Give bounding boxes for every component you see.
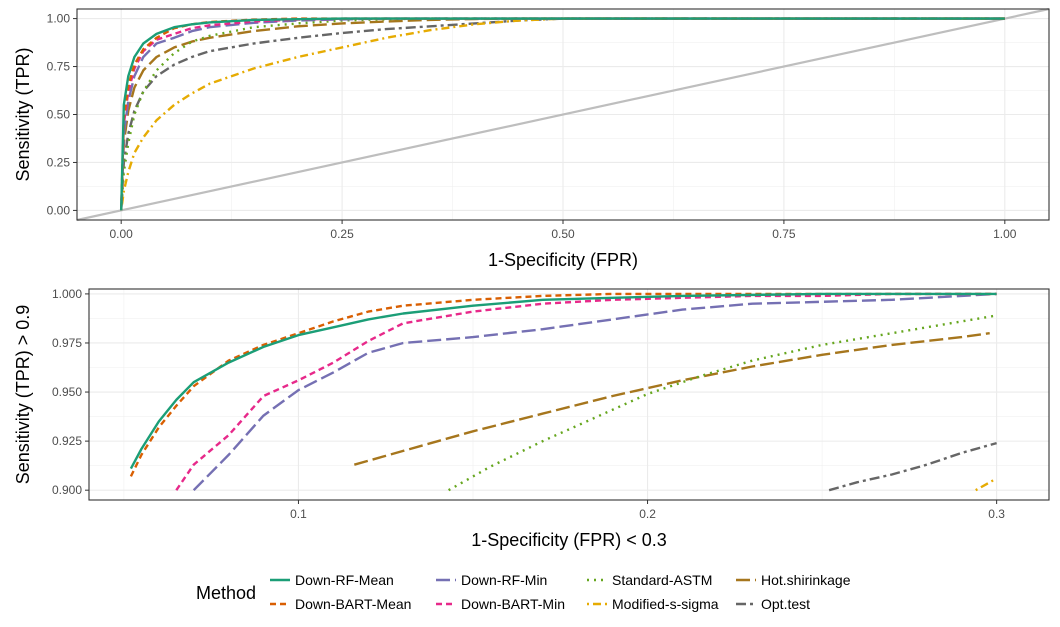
x-tick-label: 0.00 (110, 227, 134, 241)
series-line-standard-astm (120, 17, 1005, 211)
x-tick-label: 1.00 (993, 227, 1017, 241)
roc-zoom-panel-background (89, 289, 1049, 500)
y-tick-label: 0.925 (52, 434, 82, 448)
series-line-down-bart-min (175, 292, 997, 491)
y-tick-label: 0.950 (52, 385, 82, 399)
legend-items: Down-RF-Mean Down-BART-Mean Down-RF-Min Dow… (270, 572, 851, 612)
roc-zoom-series (129, 292, 998, 492)
y-tick-label: 0.975 (52, 336, 82, 350)
roc-full-panel: 0.00 0.25 0.50 0.75 1.00 0.00 0.25 0.50 0.75 1.0… (13, 7, 1050, 270)
diagonal-reference-line (76, 7, 1050, 222)
legend-item-down-rf-min: Down-RF-Min (436, 572, 547, 588)
x-tick-label: 0.50 (551, 227, 575, 241)
legend-item-opt-test: Opt.test (736, 596, 810, 612)
legend-label-standard-astm: Standard-ASTM (612, 572, 712, 588)
series-line-standard-astm (448, 314, 997, 492)
series-line-down-rf-min (192, 292, 997, 492)
legend-label-down-rf-min: Down-RF-Min (461, 572, 547, 588)
legend-item-standard-astm: Standard-ASTM (587, 572, 712, 588)
y-tick-label: 0.75 (47, 60, 71, 74)
legend-item-down-rf-mean: Down-RF-Mean (270, 572, 394, 588)
series-line-opt-test (828, 441, 997, 492)
legend-item-hot-shirinkage: Hot.shirinkage (736, 572, 851, 588)
roc-zoom-x-axis-title: 1-Specificity (FPR) < 0.3 (471, 530, 667, 550)
y-tick-label: 0.00 (47, 203, 71, 217)
legend-label-down-bart-min: Down-BART-Min (461, 596, 565, 612)
x-tick-label: 0.25 (330, 227, 354, 241)
roc-zoom-y-tick-labels: 0.900 0.925 0.950 0.975 1.000 (52, 287, 89, 497)
roc-zoom-panel: 0.1 0.2 0.3 0.900 0.925 0.950 0.975 1.000 1-Sp… (13, 287, 1050, 550)
roc-zoom-x-tick-labels: 0.1 0.2 0.3 (290, 500, 1005, 521)
legend-item-down-bart-mean: Down-BART-Mean (270, 596, 411, 612)
legend-label-opt-test: Opt.test (761, 596, 810, 612)
x-tick-label: 0.2 (639, 507, 656, 521)
series-line-hot-shirinkage (120, 17, 1005, 211)
series-line-down-bart-mean (129, 292, 997, 477)
legend: Method Down-RF-MeanDown-BART-MeanDown-RF… (196, 572, 851, 612)
legend-label-down-rf-mean: Down-RF-Mean (295, 572, 394, 588)
y-tick-label: 0.50 (47, 108, 71, 122)
series-line-down-rf-mean (129, 292, 997, 470)
series-line-down-rf-mean (120, 17, 1005, 211)
legend-item-modified-s-sigma: Modified-s-sigma (587, 596, 719, 612)
roc-zoom-y-axis-title: Sensitivity (TPR) > 0.9 (13, 305, 33, 485)
x-tick-label: 0.3 (988, 507, 1005, 521)
roc-full-x-tick-labels: 0.00 0.25 0.50 0.75 1.00 (110, 220, 1017, 241)
x-tick-label: 0.1 (290, 507, 307, 521)
x-tick-label: 0.75 (772, 227, 796, 241)
series-line-modified-s-sigma (975, 477, 998, 492)
legend-title: Method (196, 583, 256, 603)
series-line-modified-s-sigma (120, 17, 1005, 211)
roc-full-y-tick-labels: 0.00 0.25 0.50 0.75 1.00 (47, 12, 77, 217)
series-line-hot-shirinkage (353, 332, 990, 466)
roc-full-y-axis-title: Sensitivity (TPR) (13, 47, 33, 181)
legend-label-hot-shirinkage: Hot.shirinkage (761, 572, 851, 588)
roc-full-reference-line (76, 7, 1050, 222)
roc-full-x-axis-title: 1-Specificity (FPR) (488, 250, 638, 270)
y-tick-label: 0.900 (52, 483, 82, 497)
legend-label-down-bart-mean: Down-BART-Mean (295, 596, 411, 612)
y-tick-label: 0.25 (47, 155, 71, 169)
legend-label-modified-s-sigma: Modified-s-sigma (612, 596, 719, 612)
legend-item-down-bart-min: Down-BART-Min (436, 596, 565, 612)
y-tick-label: 1.000 (52, 287, 82, 301)
y-tick-label: 1.00 (47, 12, 71, 26)
roc-zoom-panel-border (88, 288, 1050, 501)
roc-full-series (120, 17, 1005, 211)
